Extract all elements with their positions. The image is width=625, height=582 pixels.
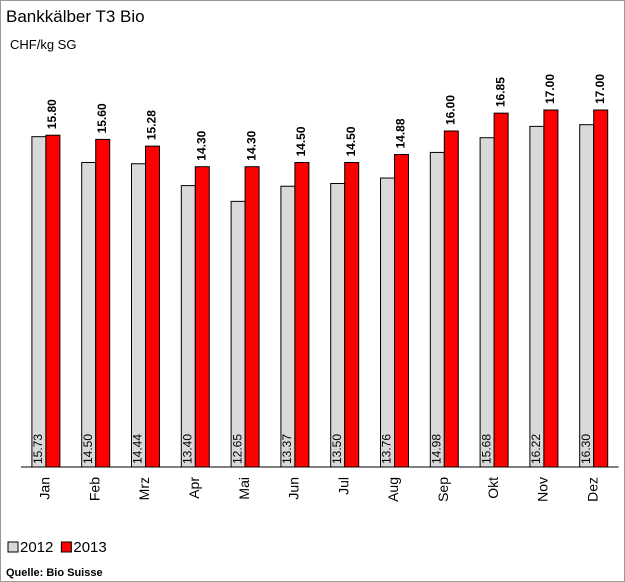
data-label: 14.88 bbox=[394, 118, 408, 148]
bar bbox=[45, 134, 61, 468]
bar bbox=[479, 137, 495, 468]
data-label: 15.80 bbox=[45, 99, 59, 129]
data-label: 16.85 bbox=[493, 77, 507, 107]
legend-label: 2013 bbox=[73, 539, 106, 556]
bar bbox=[429, 151, 445, 468]
data-label: 14.44 bbox=[131, 434, 145, 464]
x-tick-label: Mrz bbox=[136, 477, 152, 500]
data-label: 13.76 bbox=[380, 434, 394, 464]
legend-swatch bbox=[7, 541, 19, 553]
data-label: 17.00 bbox=[593, 74, 607, 104]
x-tick-label: Jun bbox=[286, 477, 302, 500]
x-tick-label: Sep bbox=[435, 477, 451, 502]
bar bbox=[244, 166, 260, 468]
bar bbox=[443, 130, 459, 468]
bar bbox=[380, 177, 395, 468]
data-label: 16.00 bbox=[443, 95, 457, 125]
data-label: 12.65 bbox=[230, 434, 244, 464]
data-label: 14.98 bbox=[429, 434, 443, 464]
data-label: 13.50 bbox=[330, 434, 344, 464]
bar bbox=[95, 138, 111, 468]
bar bbox=[529, 125, 545, 468]
x-tick-label: Feb bbox=[86, 477, 102, 501]
bar bbox=[131, 163, 146, 468]
x-tick-label: Aug bbox=[385, 477, 401, 502]
data-label: 13.40 bbox=[180, 434, 194, 464]
data-label: 14.30 bbox=[194, 130, 208, 160]
bar bbox=[543, 109, 559, 468]
bar bbox=[31, 136, 47, 468]
data-label: 14.50 bbox=[344, 126, 358, 156]
data-label: 15.73 bbox=[31, 434, 45, 464]
bar bbox=[180, 185, 196, 468]
legend-swatch bbox=[60, 541, 72, 553]
x-tick-label: Jan bbox=[37, 477, 53, 500]
bar bbox=[230, 200, 246, 468]
bar bbox=[330, 183, 346, 468]
bar bbox=[579, 124, 595, 468]
data-label: 17.00 bbox=[543, 74, 557, 104]
subtitle: CHF/kg SG bbox=[10, 37, 76, 52]
bar bbox=[194, 166, 210, 468]
data-label: 16.22 bbox=[529, 434, 543, 464]
data-label: 13.37 bbox=[280, 434, 294, 464]
x-tick-label: Dez bbox=[584, 477, 600, 502]
bar bbox=[593, 109, 609, 468]
bar bbox=[280, 185, 296, 468]
legend-label: 2012 bbox=[20, 539, 53, 556]
x-tick-label: Jul bbox=[335, 477, 351, 495]
source: Quelle: Bio Suisse bbox=[6, 567, 103, 579]
bar bbox=[394, 154, 409, 468]
bar bbox=[344, 162, 360, 468]
x-tick-label: Nov bbox=[535, 477, 551, 502]
data-label: 15.60 bbox=[95, 103, 109, 133]
data-label: 14.50 bbox=[294, 126, 308, 156]
data-label: 14.30 bbox=[244, 130, 258, 160]
data-label: 14.50 bbox=[81, 434, 95, 464]
x-tick-label: Mai bbox=[236, 477, 252, 500]
bar bbox=[145, 145, 160, 468]
chart-title: Bankkälber T3 Bio bbox=[6, 7, 145, 26]
bar bbox=[294, 162, 310, 468]
x-tick-label: Okt bbox=[485, 477, 501, 499]
x-tick-label: Apr bbox=[186, 477, 202, 499]
data-label: 15.68 bbox=[479, 434, 493, 464]
bar bbox=[493, 112, 509, 468]
data-label: 15.28 bbox=[145, 110, 159, 140]
data-label: 16.30 bbox=[579, 434, 593, 464]
bar bbox=[81, 162, 97, 468]
